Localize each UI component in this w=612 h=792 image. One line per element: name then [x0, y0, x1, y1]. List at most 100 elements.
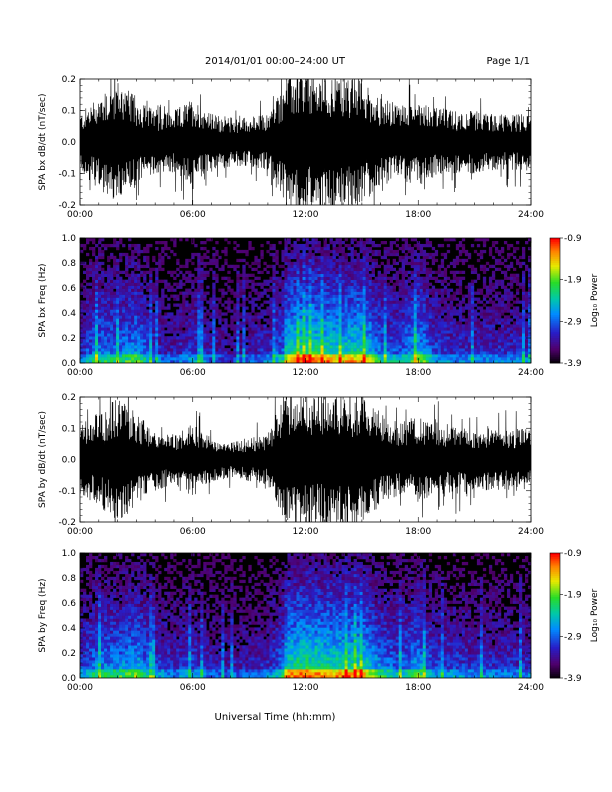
bx-freq-cell [431, 288, 436, 292]
bx-freq-cell [158, 297, 162, 301]
bx-freq-cell [182, 303, 186, 307]
bx-freq-cell [458, 345, 463, 349]
bx-freq-cell [314, 342, 318, 346]
bx-freq-cell [461, 342, 466, 346]
bx-freq-cell [452, 306, 457, 310]
bx-freq-cell [440, 243, 445, 248]
bx-freq-cell [476, 300, 481, 304]
bx-freq-cell [134, 342, 138, 346]
bx-freq-cell [209, 336, 213, 340]
bx-freq-cell [269, 252, 273, 257]
bx-freq-cell [374, 357, 378, 361]
bx-freq-cell [179, 327, 183, 331]
bx-freq-cell [443, 339, 448, 343]
bx-freq-cell [401, 303, 406, 307]
bx-freq-cell [107, 318, 111, 322]
bx-freq-cell [455, 333, 460, 337]
bx-freq-cell [233, 333, 237, 337]
bx-freq-cell [497, 327, 502, 331]
bx-freq-cell [188, 324, 192, 328]
bx-freq-cell [155, 300, 159, 304]
bx-freq-cell [104, 246, 108, 251]
bx-freq-cell [149, 318, 153, 322]
bx-freq-cell [170, 342, 174, 346]
bx-freq-cell [95, 276, 99, 280]
bx-freq-cell [110, 333, 114, 337]
bx-freq-cell [413, 285, 418, 289]
bx-freq-cell [152, 321, 156, 325]
bx-freq-cell [209, 303, 213, 307]
bx-freq-cell [455, 288, 460, 292]
bx-freq-cell [398, 255, 403, 260]
bx-freq-cell [113, 318, 117, 322]
bx-freq-cell [215, 345, 219, 349]
bx-freq-cell [80, 285, 84, 289]
bx-freq-cell [284, 306, 288, 310]
bx-freq-cell [167, 315, 171, 319]
bx-freq-cell [188, 333, 192, 337]
bx-freq-cell [389, 351, 393, 355]
bx-freq-cell [308, 315, 312, 319]
bx-freq-cell [485, 285, 490, 289]
bx-freq-cell [215, 339, 219, 343]
bx-freq-cell [146, 324, 150, 328]
bx-freq-cell [335, 303, 339, 307]
bx-freq-cell [317, 288, 321, 292]
bx-freq-cell [431, 342, 436, 346]
bx-freq-cell [440, 351, 445, 355]
bx-freq-cell [488, 279, 493, 283]
bx-freq-cell [86, 360, 90, 363]
bx-freq-cell [392, 324, 396, 328]
bx-freq-cell [512, 255, 517, 260]
bx-freq-cell [395, 282, 400, 286]
bx-freq-cell [275, 276, 279, 280]
bx-freq-cell [317, 303, 321, 307]
bx-freq-cell [215, 252, 219, 257]
bx-freq-cell [344, 327, 348, 331]
bx-freq-cell [305, 333, 309, 337]
bx-freq-cell [122, 300, 126, 304]
bx-freq-cell [395, 330, 400, 334]
bx-freq-cell [353, 282, 357, 286]
bx-freq-cell [107, 348, 111, 352]
bx-freq-cell [311, 312, 315, 316]
bx-freq-cell [419, 270, 424, 275]
bx-freq-cell [500, 270, 505, 275]
bx-freq-cell [518, 336, 523, 340]
bx-freq-cell [398, 318, 403, 322]
bx-freq-cell [503, 357, 508, 361]
bx-freq-cell [416, 303, 421, 307]
bx-freq-cell [149, 345, 153, 349]
bx-freq-cell [413, 333, 418, 337]
bx-freq-cell [200, 282, 204, 286]
bx-freq-cell [452, 309, 457, 313]
bx-freq-cell [164, 285, 168, 289]
bx-freq-cell [83, 285, 87, 289]
bx-freq-cell [347, 312, 351, 316]
bx-freq-cell [461, 333, 466, 337]
bx-freq-cell [365, 297, 369, 301]
bx-freq-cell [233, 318, 237, 322]
bx-freq-cell [383, 288, 387, 292]
bx-freq-cell [347, 327, 351, 331]
bx-freq-cell [416, 333, 421, 337]
bx-freq-cell [356, 285, 360, 289]
bx-freq-cell [116, 246, 120, 251]
bx-freq-cell [242, 354, 246, 358]
bx-freq-cell [449, 318, 454, 322]
bx-freq-cell [104, 306, 108, 310]
bx-freq-cell [170, 354, 174, 358]
bx-freq-cell [296, 238, 300, 242]
bx-freq-cell [452, 273, 457, 277]
bx-freq-cell [356, 294, 360, 298]
bx-freq-cell [212, 360, 216, 363]
bx-freq-cell [206, 360, 210, 363]
bx-freq-cell [452, 360, 457, 363]
bx-freq-cell [110, 330, 114, 334]
bx-freq-cell [434, 309, 439, 313]
bx-freq-cell [314, 351, 318, 355]
bx-freq-cell [206, 285, 210, 289]
bx-freq-cell [419, 327, 424, 331]
bx-freq-cell [416, 336, 421, 340]
bx-freq-cell [206, 357, 210, 361]
